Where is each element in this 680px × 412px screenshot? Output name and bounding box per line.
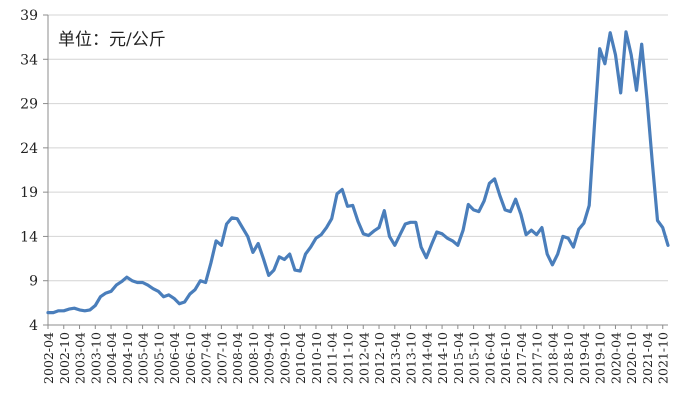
- x-tick-label: 2006-10: [183, 332, 198, 384]
- x-tick-label: 2013-10: [404, 332, 419, 384]
- x-tick-label: 2021-10: [656, 332, 671, 384]
- x-tick-label: 2021-04: [640, 332, 655, 384]
- x-tick-label: 2011-04: [325, 332, 340, 384]
- x-tick-label: 2017-10: [530, 332, 545, 384]
- x-tick-label: 2016-04: [482, 332, 497, 384]
- x-tick-label: 2003-10: [88, 332, 103, 384]
- y-tick-label: 29: [20, 97, 38, 113]
- x-tick-label: 2004-04: [104, 332, 119, 384]
- y-tick-label: 34: [20, 52, 38, 68]
- x-tick-label: 2013-04: [388, 332, 403, 384]
- unit-label: 单位：元/公斤: [58, 30, 166, 50]
- x-tick-label: 2007-10: [214, 332, 229, 384]
- x-tick-label: 2012-04: [356, 332, 371, 384]
- x-tick-label: 2015-10: [467, 332, 482, 384]
- y-tick-label: 19: [20, 185, 38, 201]
- y-tick-label: 9: [29, 274, 38, 290]
- x-tick-label: 2012-10: [372, 332, 387, 384]
- y-tick-label: 24: [20, 141, 38, 157]
- x-tick-label: 2008-10: [246, 332, 261, 384]
- x-tick-label: 2017-04: [514, 332, 529, 384]
- x-tick-label: 2018-10: [561, 332, 576, 384]
- x-tick-label: 2002-10: [57, 332, 72, 384]
- x-tick-label: 2005-04: [136, 332, 151, 384]
- y-axis-ticks: 4 9 14 19 24 29 34 39: [20, 8, 48, 334]
- x-tick-label: 2008-04: [230, 332, 245, 384]
- x-tick-label: 2002-04: [41, 332, 56, 384]
- x-tick-label: 2005-10: [151, 332, 166, 384]
- x-tick-label: 2015-04: [451, 332, 466, 384]
- x-tick-label: 2009-10: [277, 332, 292, 384]
- y-tick-label: 4: [29, 318, 38, 334]
- x-tick-label: 2018-04: [545, 332, 560, 384]
- series-line: [46, 30, 670, 315]
- x-tick-label: 2020-10: [624, 332, 639, 384]
- x-tick-label: 2003-04: [73, 332, 88, 384]
- y-tick-label: 14: [20, 229, 38, 245]
- x-tick-label: 2014-04: [419, 332, 434, 384]
- x-tick-label: 2010-04: [293, 332, 308, 384]
- x-tick-label: 2020-04: [608, 332, 623, 384]
- x-tick-label: 2019-10: [593, 332, 608, 384]
- y-tick-label: 39: [20, 8, 38, 24]
- x-tick-label: 2011-10: [340, 332, 355, 384]
- x-tick-label: 2014-10: [435, 332, 450, 384]
- x-tick-label: 2016-10: [498, 332, 513, 384]
- x-tick-label: 2009-04: [262, 332, 277, 384]
- x-tick-label: 2007-04: [199, 332, 214, 384]
- x-tick-label: 2006-04: [167, 332, 182, 384]
- x-tick-label: 2019-04: [577, 332, 592, 384]
- grid-lines: [48, 14, 668, 282]
- x-axis-ticks: 2002-04 2002-10 2003-04 2003-10 2004-04 2004-…: [41, 325, 671, 384]
- x-tick-label: 2004-10: [120, 332, 135, 384]
- x-tick-label: 2010-10: [309, 332, 324, 384]
